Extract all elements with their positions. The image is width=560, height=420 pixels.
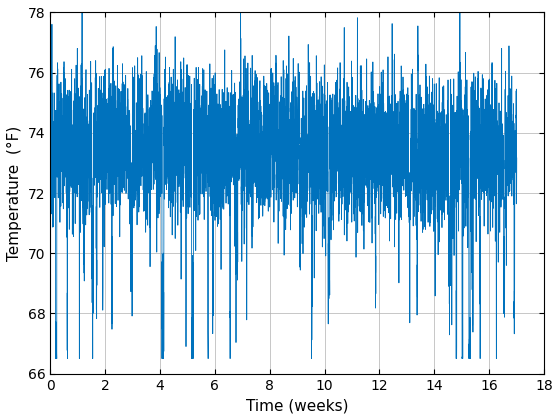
X-axis label: Time (weeks): Time (weeks) [246,398,348,413]
Y-axis label: Temperature  (°F): Temperature (°F) [7,126,22,261]
